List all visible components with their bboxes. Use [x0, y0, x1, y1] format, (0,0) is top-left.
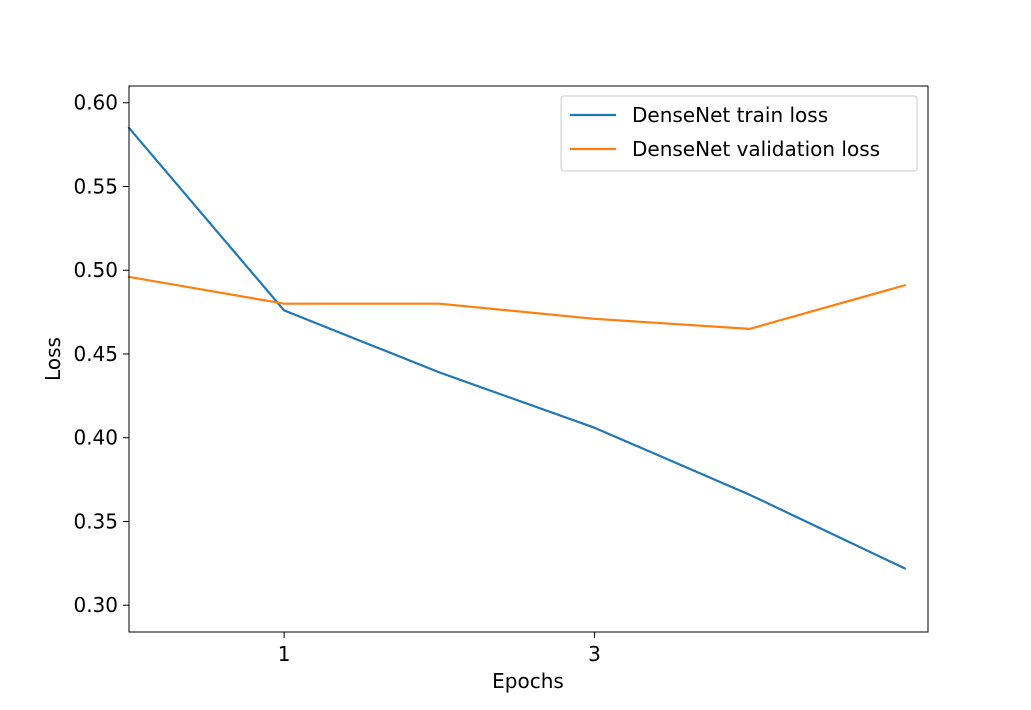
x-tick-label: 1 — [278, 642, 291, 666]
legend-label-1: DenseNet validation loss — [632, 137, 880, 161]
y-tick-label: 0.35 — [73, 509, 118, 533]
y-axis-label: Loss — [41, 337, 65, 381]
legend: DenseNet train loss DenseNet validation l… — [560, 95, 918, 172]
y-tick-label: 0.40 — [73, 426, 118, 450]
x-tick-label: 3 — [588, 642, 601, 666]
x-axis-label: Epochs — [492, 669, 564, 693]
series-layer — [127, 126, 907, 570]
y-tick-label: 0.60 — [73, 91, 118, 115]
plot-area — [129, 86, 928, 632]
y-tick-label: 0.55 — [73, 174, 118, 198]
series-line-1 — [127, 275, 907, 330]
legend-box — [560, 95, 918, 172]
plot-frame — [128, 85, 929, 633]
y-tick-label: 0.50 — [73, 258, 118, 282]
y-tick-label: 0.45 — [73, 342, 118, 366]
y-tick-label: 0.30 — [73, 593, 118, 617]
series-line-0 — [127, 126, 907, 570]
legend-label-0: DenseNet train loss — [632, 103, 828, 127]
y-axis-ticks: 0.30 0.35 0.40 0.45 0.50 0.55 0.60 — [73, 91, 129, 617]
